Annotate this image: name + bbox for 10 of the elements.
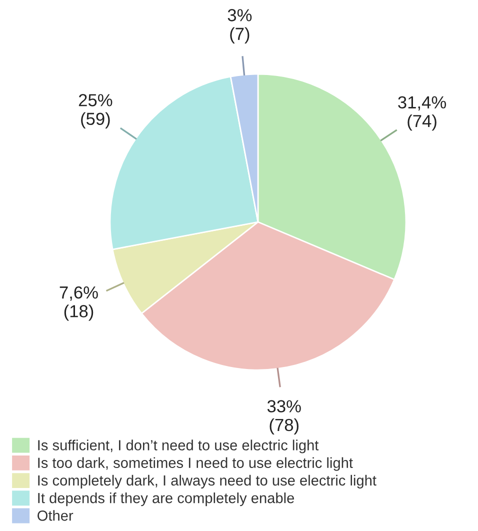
- legend-label: Other: [38, 510, 74, 521]
- legend-label: Is completely dark, I always need to use electric light: [38, 474, 376, 488]
- legend-label: Is too dark, sometimes I need to use electric light: [38, 457, 353, 471]
- legend-label: It depends if they are completely enable: [38, 492, 294, 506]
- data-label: 3% (7): [228, 9, 252, 44]
- data-label: 7,6% (18): [60, 286, 98, 321]
- data-label: 31,4% (74): [398, 96, 446, 131]
- data-label: 25% (59): [78, 94, 112, 128]
- legend-label: Is sufficient, I don’t need to use electric light: [38, 440, 319, 454]
- data-label: 33% (78): [267, 400, 301, 435]
